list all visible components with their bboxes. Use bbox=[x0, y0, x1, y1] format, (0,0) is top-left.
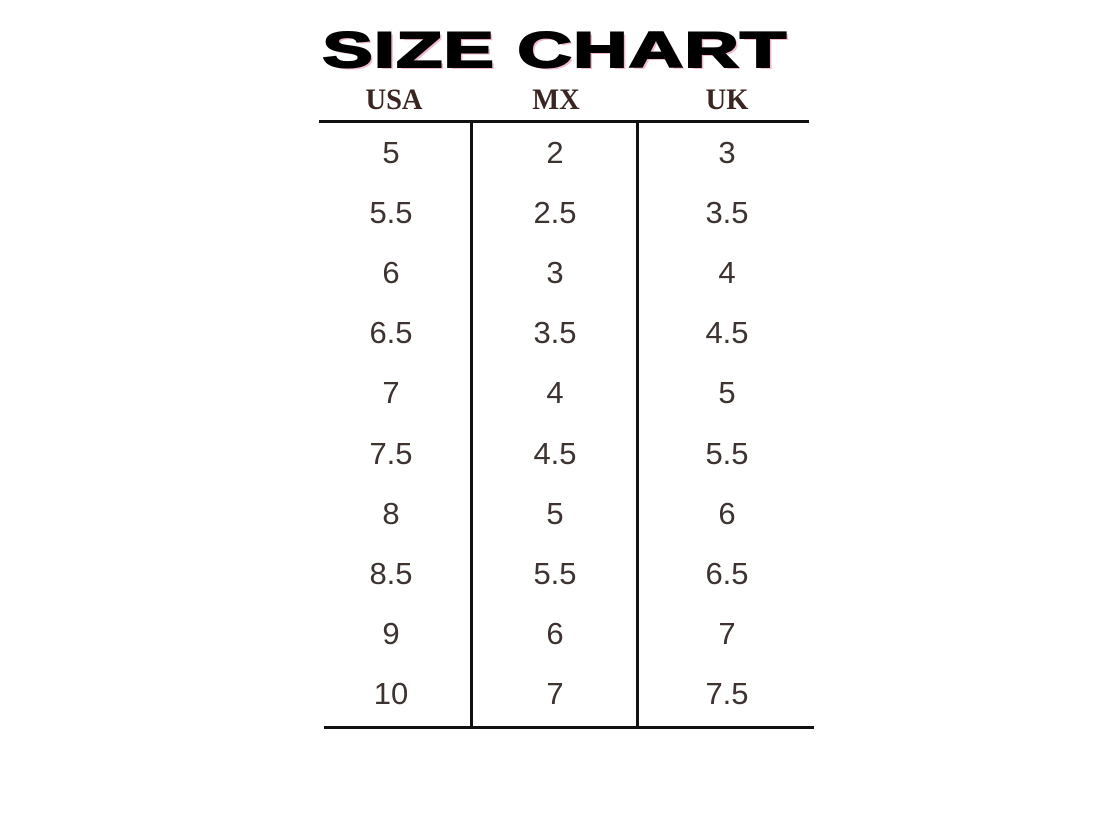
cell-mx: 4.5 bbox=[533, 435, 577, 471]
cell-uk: 5 bbox=[718, 375, 736, 411]
cell-uk: 7 bbox=[718, 615, 736, 651]
cell-mx: 4 bbox=[546, 375, 564, 411]
size-chart-title: SIZE CHART bbox=[0, 20, 1110, 80]
header-divider bbox=[319, 120, 809, 123]
cell-usa: 6 bbox=[382, 255, 400, 291]
cell-usa: 7 bbox=[382, 375, 400, 411]
column-header-uk: UK bbox=[705, 83, 749, 116]
cell-uk: 4 bbox=[718, 255, 736, 291]
cell-mx: 7 bbox=[546, 675, 564, 711]
cell-usa: 5.5 bbox=[369, 195, 413, 231]
cell-uk: 6.5 bbox=[705, 555, 749, 591]
column-divider-2 bbox=[636, 121, 639, 728]
cell-usa: 8.5 bbox=[369, 555, 413, 591]
column-divider-1 bbox=[470, 121, 473, 728]
cell-usa: 7.5 bbox=[369, 435, 413, 471]
column-header-usa: USA bbox=[365, 83, 423, 116]
bottom-divider bbox=[324, 726, 814, 729]
title-text: SIZE CHART bbox=[321, 21, 788, 79]
cell-usa: 8 bbox=[382, 495, 400, 531]
cell-usa: 6.5 bbox=[369, 315, 413, 351]
cell-uk: 7.5 bbox=[705, 675, 749, 711]
cell-usa: 9 bbox=[382, 615, 400, 651]
cell-uk: 3 bbox=[718, 135, 736, 170]
cell-uk: 4.5 bbox=[705, 315, 749, 351]
cell-mx: 5 bbox=[546, 495, 564, 531]
cell-uk: 5.5 bbox=[705, 435, 749, 471]
cell-mx: 3 bbox=[546, 255, 564, 291]
cell-usa: 5 bbox=[382, 135, 400, 170]
cell-uk: 6 bbox=[718, 495, 736, 531]
cell-mx: 5.5 bbox=[533, 555, 577, 591]
cell-usa: 10 bbox=[373, 675, 409, 711]
cell-mx: 2 bbox=[546, 135, 564, 170]
cell-mx: 3.5 bbox=[533, 315, 577, 351]
cell-uk: 3.5 bbox=[705, 195, 749, 231]
cell-mx: 6 bbox=[546, 615, 564, 651]
cell-mx: 2.5 bbox=[533, 195, 577, 231]
column-header-mx: MX bbox=[532, 83, 580, 116]
